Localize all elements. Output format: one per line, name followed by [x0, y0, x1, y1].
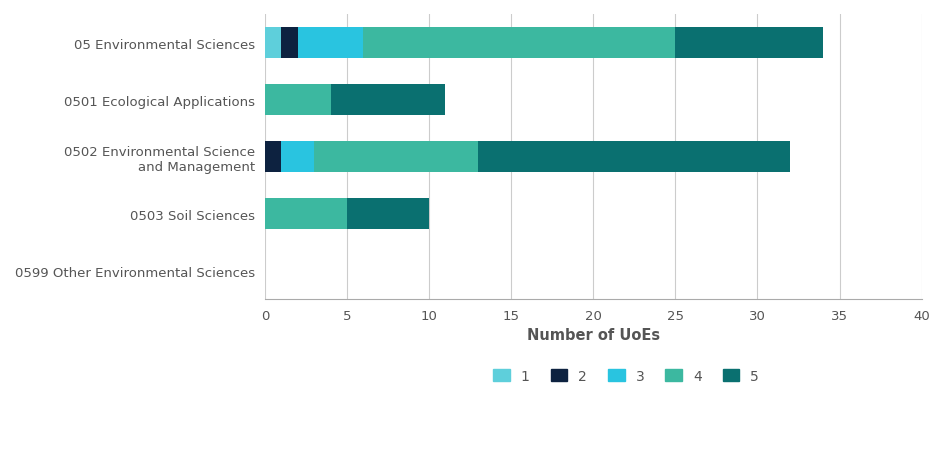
Bar	[313, 141, 478, 173]
X-axis label: Number of UoEs: Number of UoEs	[526, 328, 659, 343]
Bar	[478, 141, 789, 173]
Bar	[346, 198, 429, 230]
Legend: 1, 2, 3, 4, 5: 1, 2, 3, 4, 5	[493, 369, 758, 383]
Bar	[675, 28, 822, 59]
Bar	[264, 28, 281, 59]
Bar	[297, 28, 363, 59]
Bar	[281, 141, 313, 173]
Bar	[363, 28, 675, 59]
Bar	[281, 28, 297, 59]
Bar	[264, 198, 346, 230]
Bar	[264, 85, 330, 116]
Bar	[264, 141, 281, 173]
Bar	[330, 85, 445, 116]
